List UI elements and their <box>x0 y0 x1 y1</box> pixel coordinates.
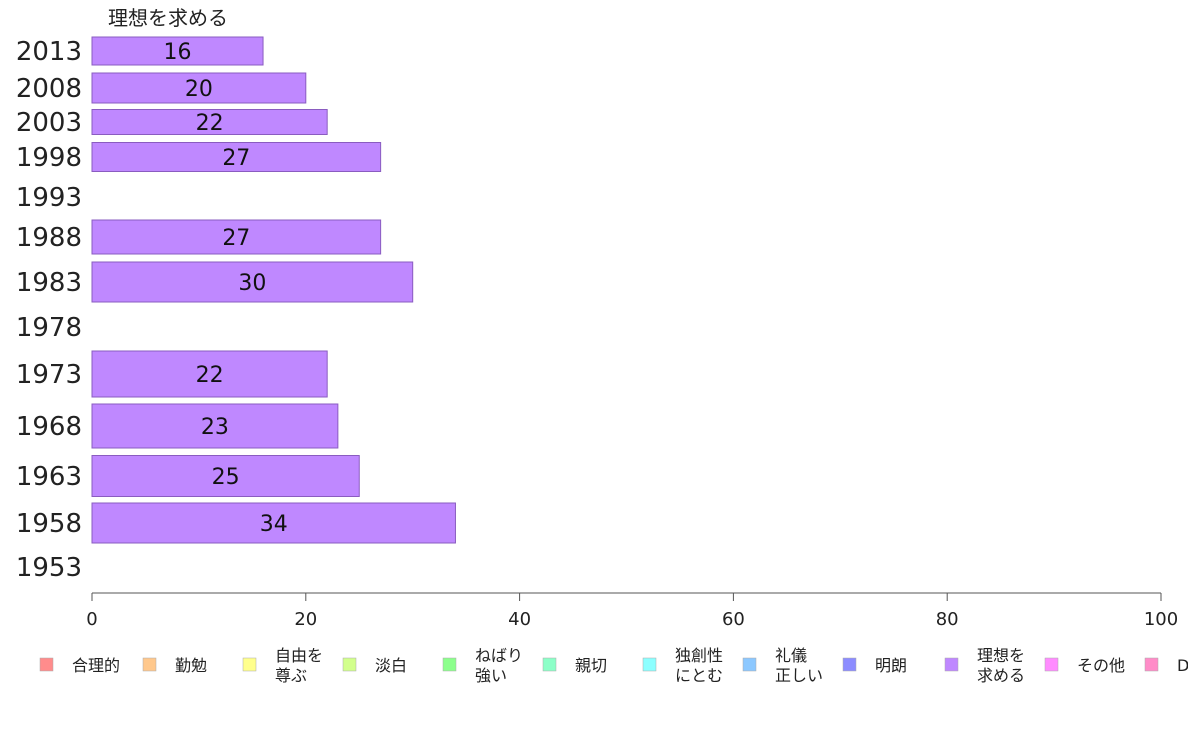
bar-data-label: 34 <box>260 512 288 537</box>
bar <box>91 109 328 135</box>
legend-item: 合理的 <box>39 656 120 675</box>
legend-swatch <box>242 657 257 672</box>
category-label: 1988 <box>16 223 82 253</box>
category-labels: 2013 2008 2003 1998 1993 1988 1983 1978 1973 1968… <box>16 37 82 583</box>
legend-swatch <box>944 657 959 672</box>
legend-item: 独創性にとむ <box>642 646 723 685</box>
category-label: 2003 <box>16 108 82 138</box>
bar-data-label: 22 <box>196 363 224 388</box>
x-tick-label: 20 <box>294 609 317 630</box>
legend-item: 自由を尊ぶ <box>242 646 323 685</box>
legend-label: その他 <box>1077 656 1125 675</box>
legend-item: ねばり強い <box>442 646 523 685</box>
legend-item: 勤勉 <box>142 656 207 675</box>
category-label: 1968 <box>16 412 82 442</box>
category-label: 2008 <box>16 74 82 104</box>
category-label: 1953 <box>16 553 82 583</box>
bar-data-label: 23 <box>201 415 229 440</box>
legend-label: D <box>1177 656 1188 675</box>
legend-item: その他 <box>1044 656 1125 675</box>
category-label: 1983 <box>16 268 82 298</box>
category-label: 1978 <box>16 313 82 343</box>
bar <box>91 142 382 172</box>
legend-swatch <box>742 657 757 672</box>
bar <box>91 261 414 303</box>
legend-label: 淡白 <box>375 656 407 675</box>
chart-title: 理想を求める <box>108 6 228 30</box>
bar-data-label: 30 <box>238 271 266 296</box>
x-tick-label: 0 <box>86 609 97 630</box>
bar-data-label: 27 <box>222 146 250 171</box>
legend-swatch <box>342 657 357 672</box>
bars: 16 20 22 27 27 30 22 23 25 34 <box>91 36 456 544</box>
legend-label: 独創性にとむ <box>675 646 723 685</box>
bar <box>91 455 360 497</box>
category-label: 1973 <box>16 360 82 390</box>
bar <box>91 72 307 104</box>
bar-data-label: 16 <box>164 40 192 65</box>
legend-swatch <box>1144 657 1159 672</box>
x-tick-label: 60 <box>722 609 745 630</box>
bar-data-label: 20 <box>185 77 213 102</box>
legend-swatch <box>39 657 54 672</box>
x-axis: 0 20 40 60 80 100 <box>86 592 1178 630</box>
legend-item: 理想を求める <box>944 646 1025 685</box>
bar-data-label: 25 <box>212 465 240 490</box>
x-tick-label: 40 <box>508 609 531 630</box>
category-label: 2013 <box>16 37 82 67</box>
category-label: 1963 <box>16 462 82 492</box>
bar <box>91 219 382 255</box>
legend-label: 勤勉 <box>175 656 207 675</box>
legend-item: 礼儀正しい <box>742 646 823 685</box>
bar <box>91 36 264 66</box>
bar <box>91 403 339 449</box>
legend: 合理的 勤勉 自由を尊ぶ 淡白 ねばり強い 親切 独創性にとむ 礼儀正しい 明朗 理想を求める その… <box>39 646 1188 685</box>
category-label: 1993 <box>16 183 82 213</box>
x-tick-label: 100 <box>1144 609 1178 630</box>
legend-swatch <box>1044 657 1059 672</box>
bar-data-label: 27 <box>222 226 250 251</box>
legend-label: 礼儀正しい <box>775 646 823 685</box>
legend-label: 親切 <box>575 656 607 675</box>
legend-label: 明朗 <box>875 656 907 675</box>
legend-swatch <box>142 657 157 672</box>
legend-label: 理想を求める <box>977 646 1025 685</box>
x-tick-label: 80 <box>936 609 959 630</box>
legend-label: 自由を尊ぶ <box>275 646 323 685</box>
bar <box>91 350 328 398</box>
legend-swatch <box>842 657 857 672</box>
legend-swatch <box>442 657 457 672</box>
legend-swatch <box>542 657 557 672</box>
bar <box>91 502 456 544</box>
legend-item: 親切 <box>542 656 607 675</box>
legend-item: D <box>1144 656 1188 675</box>
bar-data-label: 22 <box>196 111 224 136</box>
legend-item: 淡白 <box>342 656 407 675</box>
legend-item: 明朗 <box>842 656 907 675</box>
legend-label: ねばり強い <box>475 646 523 685</box>
legend-label: 合理的 <box>72 656 120 675</box>
legend-swatch <box>642 657 657 672</box>
category-label: 1958 <box>16 509 82 539</box>
category-label: 1998 <box>16 143 82 173</box>
